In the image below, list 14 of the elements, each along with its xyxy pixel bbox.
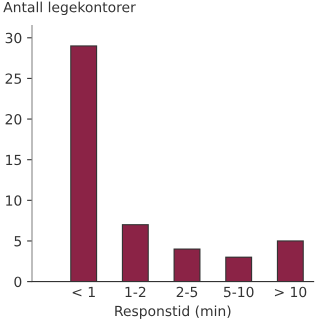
y-axis-title: Antall legekontorer	[3, 2, 136, 16]
x-tick-label: < 1	[72, 286, 95, 298]
x-tick-label: 5-10	[224, 286, 254, 298]
y-tick-label: 10	[6, 195, 22, 206]
y-tick-label: 0	[14, 276, 22, 288]
y-tick-label: 15	[6, 154, 22, 166]
x-axis-title: Responstid (min)	[115, 305, 230, 319]
y-tick-label: 25	[6, 73, 22, 84]
y-tick-label: 20	[6, 114, 22, 125]
x-tick-label: 2-5	[176, 286, 198, 298]
x-tick-label: 1-2	[126, 286, 146, 298]
y-tick-label: 30	[6, 32, 22, 44]
y-tick-label: 5	[14, 236, 22, 246]
x-tick-label: > 10	[274, 286, 306, 298]
